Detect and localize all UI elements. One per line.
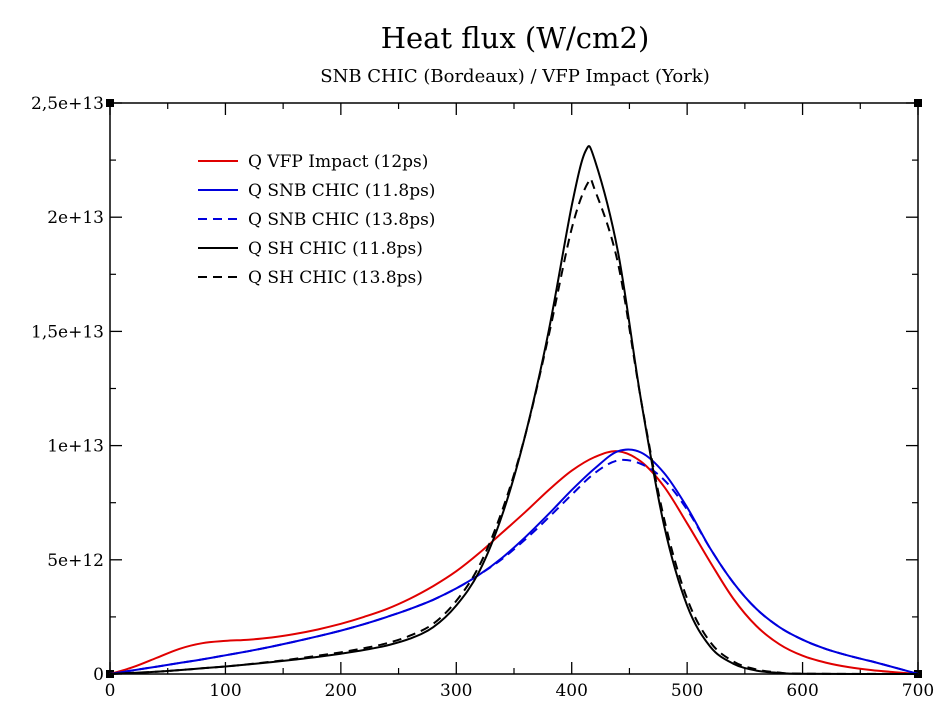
series-layer (109, 145, 919, 675)
legend-label: Q VFP Impact (12ps) (248, 152, 428, 172)
legend: Q VFP Impact (12ps) Q SNB CHIC (11.8ps) Q … (198, 152, 435, 288)
series-line (109, 450, 919, 675)
x-tick-label: 500 (671, 681, 703, 701)
x-axis: 0 100 200 300 400 500 600 700 (105, 103, 934, 701)
y-axis: 0 5e+12 1e+13 1,5e+13 2e+13 2,5e+13 (31, 94, 918, 685)
plot-frame (106, 99, 922, 678)
x-tick-label: 200 (325, 681, 357, 701)
x-tick-label: 700 (902, 681, 934, 701)
series-line (109, 177, 919, 675)
x-tick-label: 600 (786, 681, 818, 701)
legend-label: Q SNB CHIC (11.8ps) (248, 181, 435, 201)
series-line (109, 145, 919, 675)
x-tick-label: 300 (440, 681, 472, 701)
y-tick-label: 2e+13 (47, 208, 104, 228)
series-line (109, 458, 919, 675)
legend-label: Q SH CHIC (11.8ps) (248, 239, 423, 259)
y-tick-label: 5e+12 (47, 551, 104, 571)
chart-subtitle: SNB CHIC (Bordeaux) / VFP Impact (York) (320, 66, 709, 87)
y-tick-label: 1e+13 (47, 437, 104, 457)
x-tick-label: 400 (555, 681, 587, 701)
x-tick-label: 0 (105, 681, 116, 701)
y-tick-label: 2,5e+13 (31, 94, 104, 114)
plot-border (109, 102, 919, 675)
legend-label: Q SNB CHIC (13.8ps) (248, 210, 435, 230)
y-tick-label: 1,5e+13 (31, 322, 104, 342)
legend-label: Q SH CHIC (13.8ps) (248, 268, 423, 288)
chart-title: Heat flux (W/cm2) (381, 21, 650, 55)
x-tick-label: 100 (209, 681, 241, 701)
y-tick-label: 0 (93, 665, 104, 685)
